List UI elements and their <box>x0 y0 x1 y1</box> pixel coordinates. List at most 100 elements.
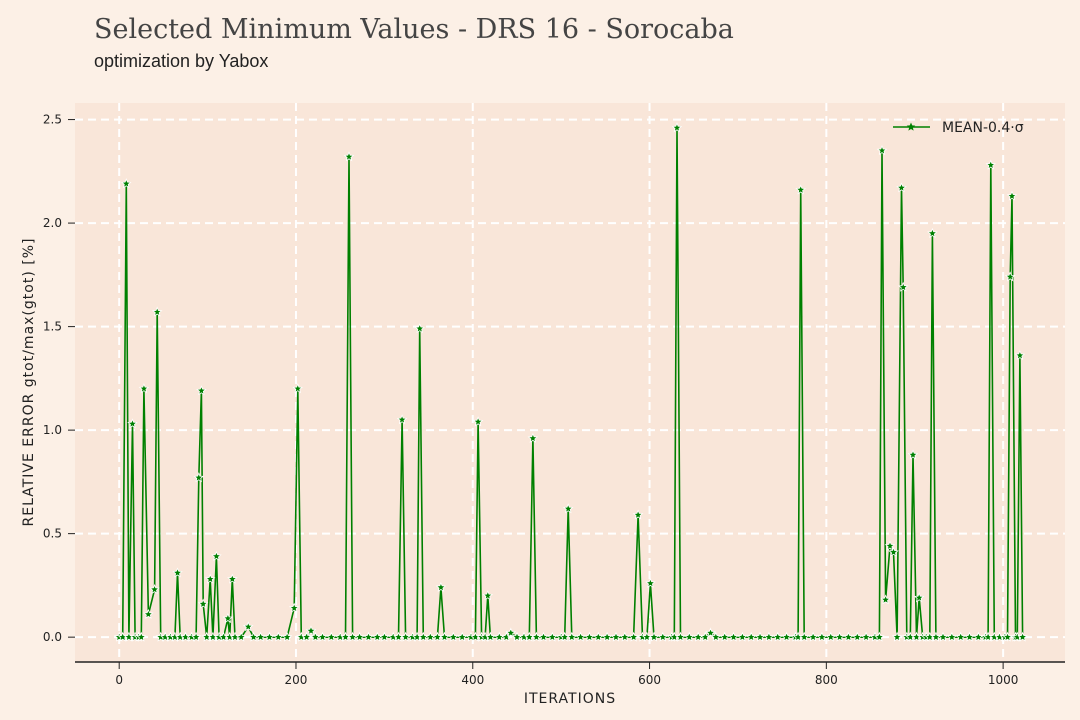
point-marker <box>852 631 863 642</box>
y-axis-label: RELATIVE ERROR gtot/max(gtot) [%] <box>21 238 37 527</box>
point-marker <box>547 631 558 642</box>
point-marker <box>396 414 408 425</box>
point-marker <box>632 509 644 520</box>
point-marker <box>292 383 303 394</box>
point-marker <box>151 306 163 317</box>
point-marker <box>763 631 775 642</box>
point-marker <box>719 631 730 642</box>
point-marker <box>937 631 949 642</box>
x-tick-label: 400 <box>461 673 484 687</box>
y-tick-label: 0.5 <box>43 527 62 541</box>
point-marker <box>1017 631 1028 642</box>
point-marker <box>728 631 739 642</box>
point-marker <box>301 631 312 642</box>
point-marker <box>485 631 496 642</box>
point-marker <box>205 573 216 584</box>
point-marker <box>505 627 517 638</box>
point-marker <box>874 631 885 642</box>
point-marker <box>898 281 909 292</box>
point-marker <box>891 631 903 642</box>
y-tick-label: 2.0 <box>43 216 62 230</box>
point-marker <box>456 631 468 642</box>
point-marker <box>538 631 549 642</box>
point-marker <box>448 631 459 642</box>
point-marker <box>264 631 275 642</box>
point-marker <box>843 631 854 642</box>
point-marker <box>946 631 958 642</box>
point-marker <box>343 151 355 162</box>
point-marker <box>281 631 293 642</box>
point-marker <box>876 145 888 156</box>
y-tick-label: 0.0 <box>43 630 62 644</box>
point-marker <box>907 449 919 460</box>
point-marker <box>888 546 899 557</box>
x-tick-label: 800 <box>815 673 838 687</box>
point-marker <box>675 631 686 642</box>
point-marker <box>575 631 586 642</box>
point-marker <box>896 182 907 193</box>
point-marker <box>795 184 806 195</box>
point-marker <box>807 631 819 642</box>
point-marker <box>584 631 595 642</box>
x-tick-label: 1000 <box>988 673 1019 687</box>
point-marker <box>610 631 622 642</box>
point-marker <box>196 385 207 396</box>
point-marker <box>913 592 925 603</box>
point-marker <box>149 583 160 595</box>
point-marker <box>754 631 766 642</box>
x-tick-label: 0 <box>115 673 123 687</box>
chart-subtitle: optimization by Yabox <box>94 51 268 71</box>
point-marker <box>197 598 209 609</box>
point-marker <box>648 631 660 642</box>
point-marker <box>273 631 284 642</box>
point-marker <box>121 178 132 189</box>
point-marker <box>601 631 613 642</box>
point-marker <box>235 631 247 642</box>
point-marker <box>414 323 425 334</box>
point-marker <box>884 540 896 551</box>
chart-title: Selected Minimum Values - DRS 16 - Soroc… <box>94 14 734 45</box>
point-marker <box>482 590 494 601</box>
y-tick-label: 1.5 <box>43 320 62 334</box>
point-marker <box>255 631 266 642</box>
point-marker <box>860 631 872 642</box>
point-marker <box>593 631 604 642</box>
point-marker <box>684 631 695 642</box>
point-marker <box>955 631 966 642</box>
point-marker <box>326 631 337 642</box>
point-marker <box>645 577 656 588</box>
y-tick-label: 1.0 <box>43 423 62 437</box>
point-marker <box>435 581 447 592</box>
point-marker <box>964 631 975 642</box>
point-marker <box>527 432 539 443</box>
point-marker <box>705 627 716 638</box>
point-marker <box>710 631 722 642</box>
point-marker <box>1006 190 1018 201</box>
point-marker <box>127 418 138 429</box>
point-marker <box>799 631 810 642</box>
point-marker <box>305 625 317 636</box>
point-marker <box>439 631 450 642</box>
legend-marker <box>906 122 916 131</box>
point-marker <box>317 631 328 642</box>
point-marker <box>138 383 150 394</box>
y-tick-label: 2.5 <box>43 113 62 127</box>
x-tick-label: 600 <box>638 673 661 687</box>
point-marker <box>772 631 783 642</box>
point-marker <box>1014 350 1026 361</box>
legend-label: MEAN-0.4·σ <box>942 120 1024 136</box>
point-marker <box>671 122 683 133</box>
point-marker <box>222 612 234 624</box>
x-tick-label: 200 <box>285 673 308 687</box>
point-marker <box>379 631 390 642</box>
point-marker <box>288 602 300 613</box>
point-marker <box>566 631 577 642</box>
point-marker <box>737 631 748 642</box>
point-marker <box>354 631 365 642</box>
point-marker <box>136 631 147 642</box>
point-marker <box>563 503 574 514</box>
point-marker <box>619 631 631 642</box>
point-marker <box>211 550 222 561</box>
point-marker <box>927 227 938 238</box>
